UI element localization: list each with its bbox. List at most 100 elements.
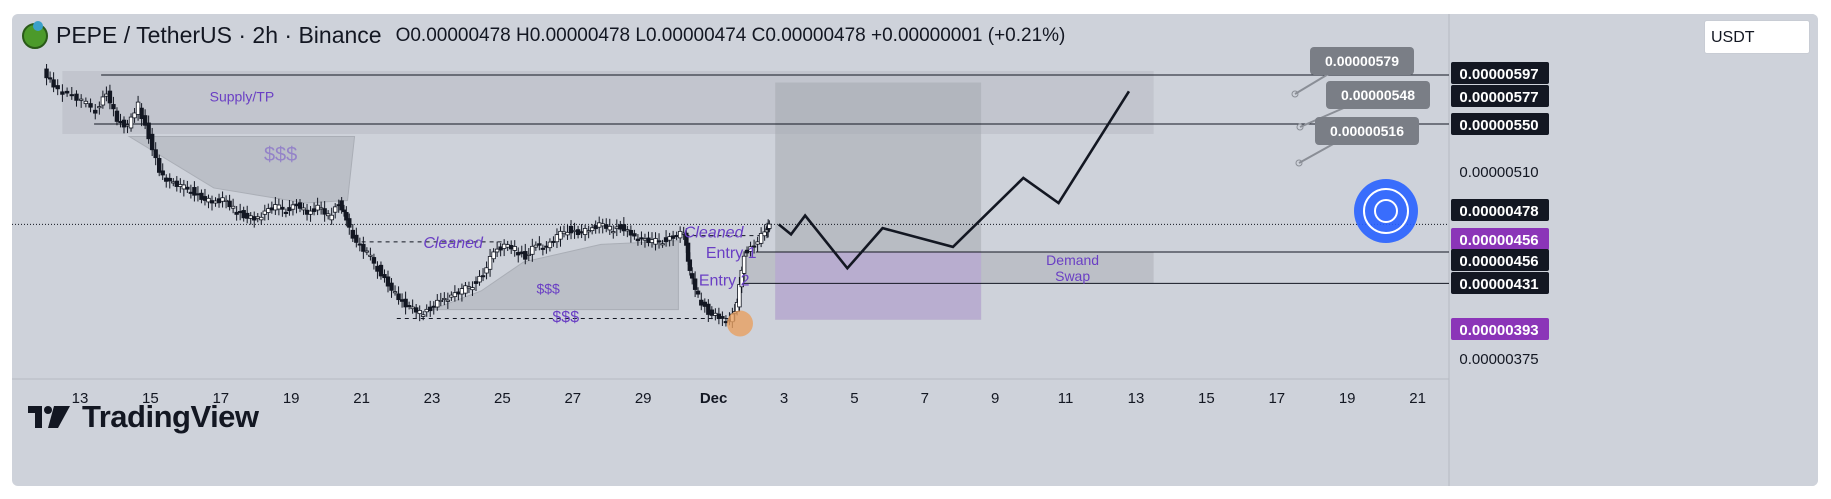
candle-body — [55, 85, 60, 90]
x-tick-label: 21 — [1409, 390, 1426, 407]
candle-body — [544, 245, 549, 248]
candle-body — [244, 212, 250, 219]
pepe-coin-icon — [22, 20, 48, 49]
x-tick-label: 21 — [353, 390, 370, 407]
candle-body — [259, 216, 264, 221]
symbol-title[interactable]: PEPE / TetherUS · 2h · Binance — [56, 22, 382, 48]
cleaned-label-1: Cleaned — [423, 235, 484, 252]
candle-body — [470, 287, 475, 291]
candle-body — [325, 213, 331, 217]
x-tick-label: 15 — [142, 390, 159, 407]
candle-body — [156, 158, 162, 173]
x-tick-label: 13 — [1128, 390, 1145, 407]
candle-body — [149, 133, 155, 151]
liquidity-label-upper: $$$ — [264, 144, 297, 166]
candle-body — [699, 299, 704, 306]
candle-body — [332, 206, 338, 213]
price-scale-label: 0.00000431 — [1459, 276, 1538, 293]
candle-body — [51, 79, 56, 88]
candle-body — [107, 90, 113, 104]
candle-body — [720, 316, 725, 319]
x-tick-label: 29 — [635, 390, 652, 407]
candle-body — [516, 252, 521, 256]
candle-body — [350, 229, 355, 239]
candle-body — [118, 121, 123, 124]
x-tick-label: 15 — [1198, 390, 1215, 407]
candle-body — [114, 110, 120, 122]
candle-body — [466, 286, 472, 289]
candle-body — [185, 186, 190, 190]
candle-body — [762, 231, 767, 237]
candle-body — [135, 101, 141, 115]
demand-label: Demand — [1046, 252, 1099, 268]
candle-body — [424, 308, 429, 313]
candle-body — [695, 290, 701, 295]
candle-body — [755, 241, 760, 245]
x-tick-label: 11 — [1058, 390, 1074, 407]
liquidity-label-lower: $$$ — [536, 280, 560, 296]
candle-body — [597, 222, 602, 228]
candle-body — [47, 77, 53, 80]
candle-body — [540, 247, 546, 250]
candle-body — [445, 299, 451, 302]
price-scale-label: 0.00000510 — [1459, 164, 1538, 181]
candle-body — [604, 224, 609, 229]
candle-body — [586, 230, 591, 233]
x-tick-label: 17 — [212, 390, 229, 407]
candle-body — [280, 206, 285, 210]
chart-canvas[interactable]: Supply/TP $$$ Cleaned Cleaned Entry 1 Entry 2… — [12, 14, 1818, 486]
candle-body — [354, 234, 359, 243]
candle-body — [269, 207, 275, 211]
candle-body — [505, 244, 510, 248]
currency-button[interactable]: USDT — [1704, 20, 1810, 54]
candle-body — [213, 200, 218, 204]
candle-body — [442, 297, 447, 300]
candle-body — [646, 237, 651, 243]
candle-body — [702, 301, 707, 307]
candle-body — [674, 234, 679, 237]
chart-frame: Supply/TP $$$ Cleaned Cleaned Entry 1 Entry 2… — [12, 14, 1818, 486]
candle-body — [339, 200, 344, 211]
price-scale-label: 0.00000393 — [1459, 322, 1538, 339]
candle-body — [670, 235, 676, 239]
candle-body — [248, 215, 253, 219]
candle-body — [561, 231, 567, 235]
liquidity-label-bottom: $$$ — [552, 309, 579, 326]
liquidity-wedge-upper — [127, 135, 356, 204]
candle-body — [111, 104, 116, 110]
candle-body — [171, 181, 176, 184]
price-scale-label: 0.00000597 — [1459, 66, 1538, 83]
candle-body — [266, 208, 271, 213]
candle-body — [139, 107, 144, 119]
candle-body — [315, 204, 320, 211]
price-label-bg — [1451, 113, 1549, 135]
swap-label: Swap — [1055, 268, 1090, 284]
x-tick-label: 23 — [424, 390, 441, 407]
target-label-579: 0.00000579 — [1325, 53, 1399, 69]
price-scale-label: 0.00000478 — [1459, 203, 1538, 220]
candle-body — [252, 216, 257, 221]
candle-body — [530, 245, 535, 255]
target-label-548-box[interactable] — [1326, 81, 1430, 109]
candle-body — [417, 310, 422, 315]
candle-body — [600, 223, 605, 227]
ohlc-readout: O0.00000478 H0.00000478 L0.00000474 C0.0… — [395, 24, 1066, 46]
supply-tp-label: Supply/TP — [210, 88, 275, 104]
target-label-579-box[interactable] — [1310, 47, 1414, 75]
candle-body — [389, 282, 394, 291]
candle-body — [399, 299, 405, 302]
entry-zone-purple — [775, 251, 982, 320]
candle-body — [164, 177, 169, 182]
candle-body — [378, 264, 384, 277]
candle-body — [230, 205, 236, 209]
candle-body — [512, 246, 517, 251]
candle-body — [361, 243, 366, 252]
candle-body — [375, 265, 380, 272]
price-label-bg — [1451, 62, 1549, 84]
candle-body — [739, 269, 744, 288]
candle-body — [508, 245, 514, 250]
target-label-516-box[interactable] — [1315, 117, 1419, 145]
candle-body — [396, 293, 401, 301]
candle-body — [558, 230, 563, 240]
price-label-bg — [1451, 318, 1549, 340]
